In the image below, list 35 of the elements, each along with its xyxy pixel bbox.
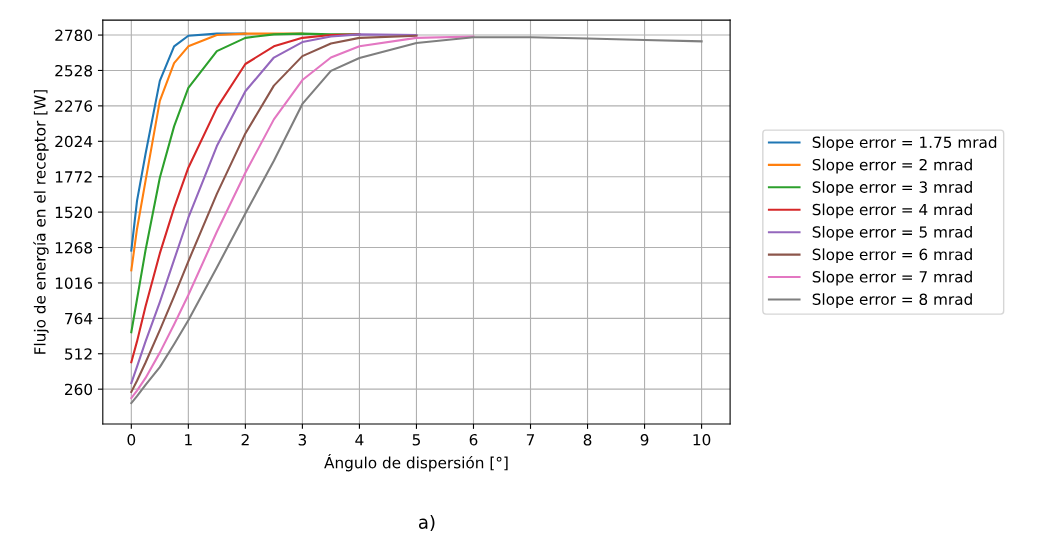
legend-label: Slope error = 4 mrad [812,203,972,219]
y-tick-label: 2024 [55,135,93,148]
legend-label: Slope error = 8 mrad [812,293,972,308]
x-tick-label: 6 [469,434,478,446]
x-tick-label: 2 [241,434,249,446]
y-tick-label: 260 [65,383,93,396]
y-tick-label: 2528 [55,64,93,77]
x-tick-label: 7 [526,434,535,446]
x-tick-label: 8 [583,434,592,446]
x-tick-label: 0 [127,434,136,446]
y-tick-label: 1520 [55,206,93,219]
x-tick-label: 4 [355,434,364,446]
x-tick-label: 5 [412,434,420,446]
y-tick-label: 1016 [55,277,93,289]
x-tick-label: 9 [640,434,649,446]
legend-label: Slope error = 3 mrad [812,181,972,196]
x-tick-label: 10 [693,434,711,446]
text: a) [418,514,435,532]
line-series [130,36,703,405]
y-tick-label: 1772 [55,171,92,183]
legend-label: Slope error = 2 mrad [812,158,972,174]
y-axis-title: Flujo de energía en el receptor [W] [33,90,49,354]
legend-label: Slope error = 1.75 mrad [812,136,997,151]
legend-label: Slope error = 6 mrad [812,248,972,264]
y-tick-label: 512 [65,348,92,360]
x-tick-label: 3 [298,434,307,446]
y-tick-label: 2276 [55,100,93,112]
y-tick-label: 2780 [55,29,93,42]
legend-label: Slope error = 5 mrad [812,225,972,241]
x-axis-title: Ángulo de dispersión [°] [324,454,508,472]
y-tick-label: 764 [65,312,93,325]
y-tick-label: 1268 [55,241,93,254]
line-series [130,35,475,400]
x-tick-label: 1 [185,434,192,446]
legend-label: Slope error = 7 mrad [812,270,972,286]
